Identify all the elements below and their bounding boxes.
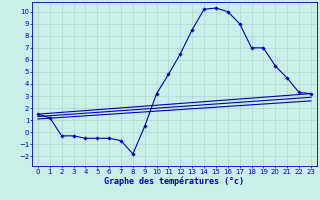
X-axis label: Graphe des températures (°c): Graphe des températures (°c) <box>104 177 244 186</box>
